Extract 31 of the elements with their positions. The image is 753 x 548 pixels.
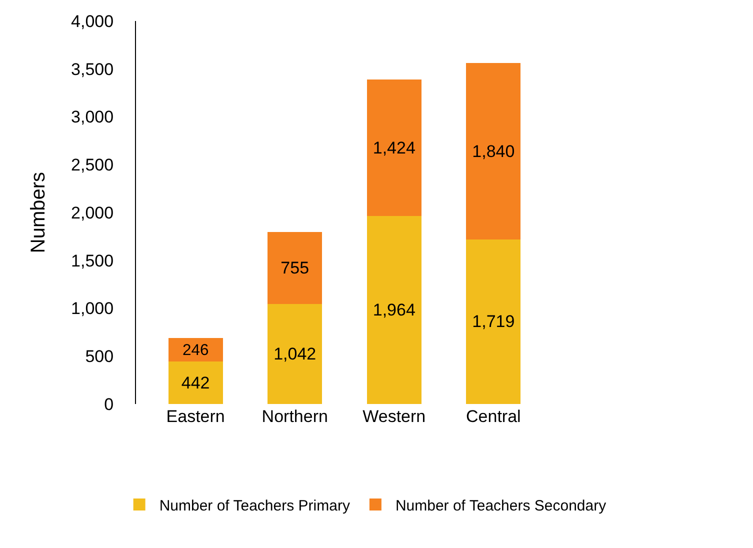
x-tick-label: Northern	[262, 407, 328, 426]
y-tick-label: 1,500	[71, 251, 114, 270]
bar	[366, 216, 422, 404]
legend-label: Number of Teachers Primary	[159, 497, 350, 514]
legend-label: Number of Teachers Secondary	[395, 497, 607, 514]
bar	[268, 304, 322, 404]
data-label: 1,424	[372, 138, 416, 158]
y-tick-label: 1,000	[71, 299, 114, 318]
x-tick-label: Western	[362, 407, 426, 426]
y-tick-label: 500	[85, 347, 114, 366]
bar	[168, 362, 223, 404]
data-label: 442	[181, 373, 210, 392]
x-tick-label: Eastern	[166, 407, 225, 426]
data-label: 1,719	[472, 312, 515, 332]
y-tick-label: 2,500	[71, 156, 114, 175]
data-label: 246	[182, 342, 209, 359]
bar	[466, 63, 521, 240]
data-label: 1,964	[372, 300, 416, 320]
y-tick-label: 2,000	[71, 203, 114, 222]
x-tick-label: Central	[466, 407, 521, 426]
y-tick-label: 4,000	[71, 12, 114, 31]
y-tick-label: 3,500	[71, 60, 114, 79]
data-label: 755	[280, 258, 310, 278]
data-label: 1,042	[274, 344, 316, 364]
bar	[366, 80, 422, 216]
y-tick-label: 3,000	[71, 108, 114, 127]
bar	[268, 232, 322, 304]
bar	[466, 239, 521, 404]
y-axis-title: Numbers	[28, 172, 50, 254]
data-label: 1,840	[472, 142, 515, 161]
y-tick-label: 0	[104, 394, 114, 414]
